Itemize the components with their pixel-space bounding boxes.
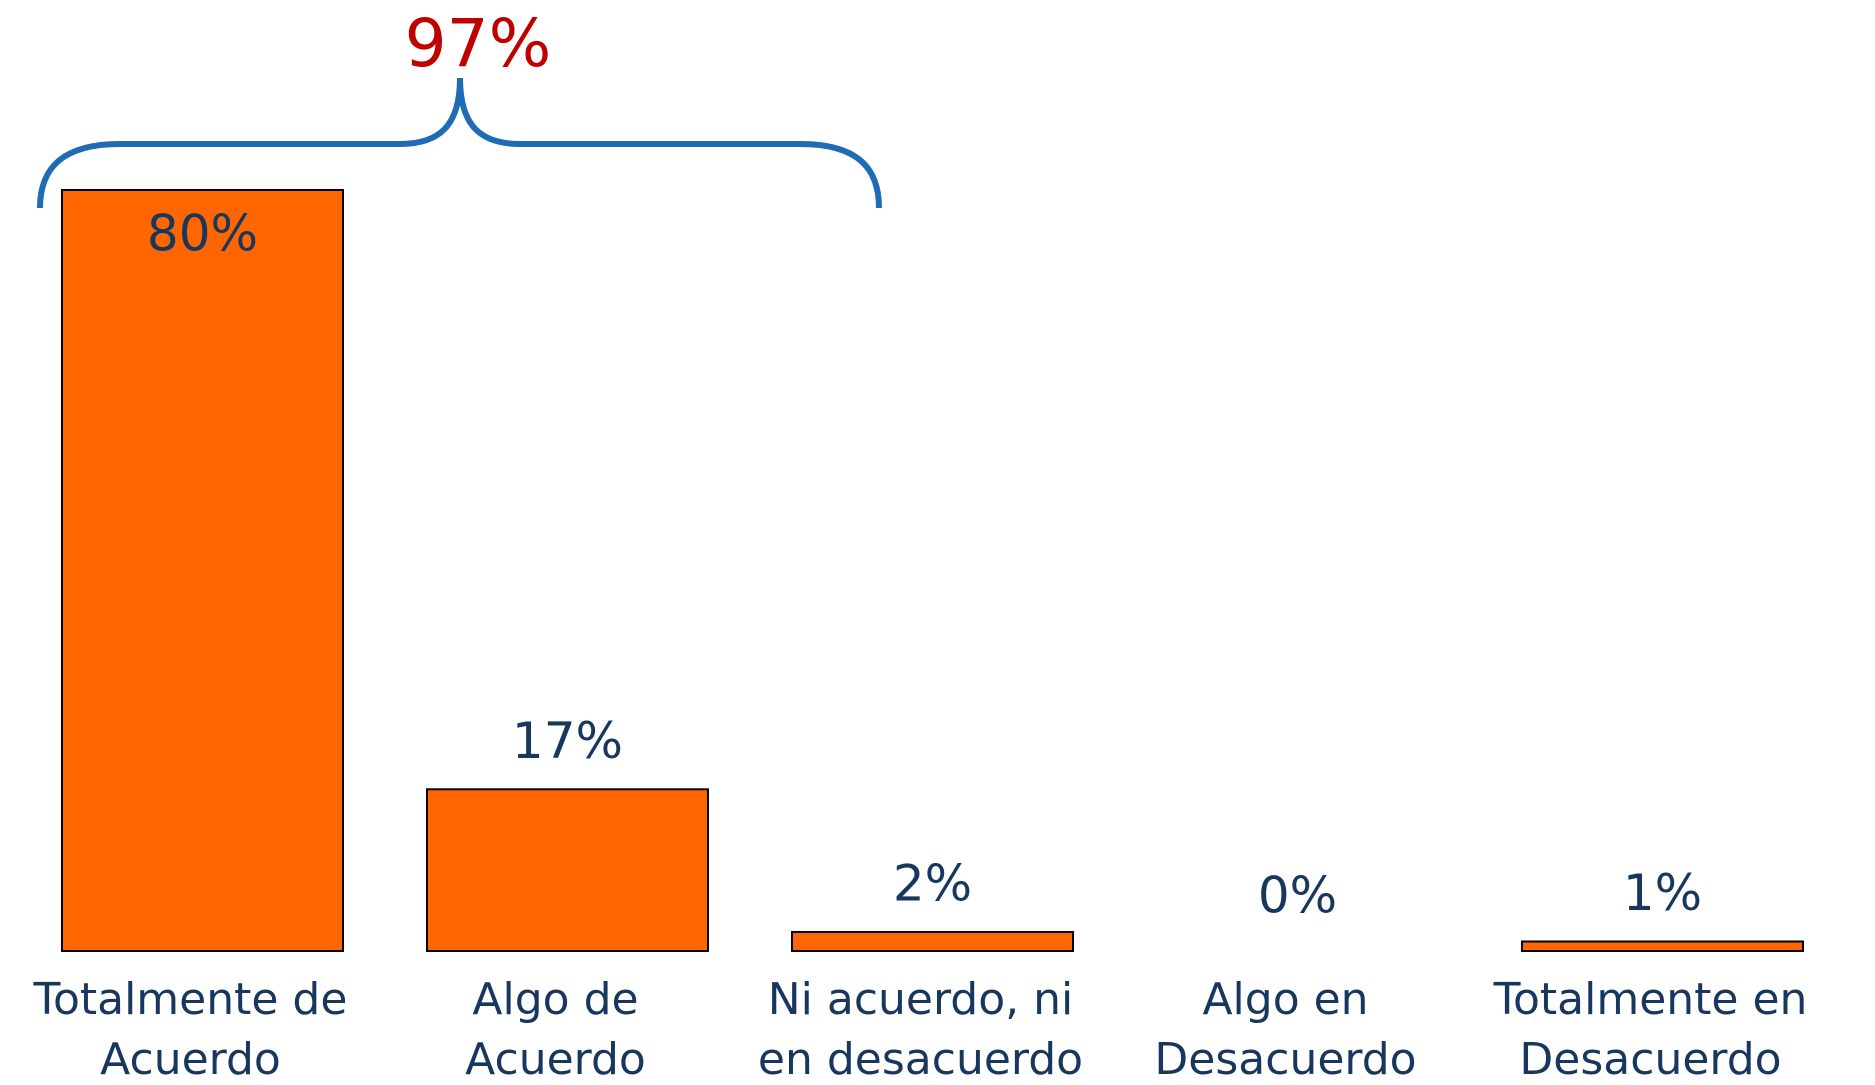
category-label: Totalmente en Desacuerdo (1493, 974, 1808, 1085)
category-label: Ni acuerdo, ni en desacuerdo (757, 974, 1084, 1085)
bar (1521, 940, 1804, 952)
value-label: 0% (1258, 867, 1337, 925)
bar (791, 930, 1074, 952)
value-label: 17% (512, 712, 623, 770)
category-label: Algo de Acuerdo (465, 974, 646, 1085)
category-label: Algo en Desacuerdo (1154, 974, 1417, 1085)
brace (37, 77, 882, 209)
bar (426, 788, 709, 952)
bar (61, 189, 344, 952)
value-label: 80% (147, 205, 258, 263)
value-label: 2% (893, 854, 972, 912)
category-label: Totalmente de Acuerdo (33, 974, 348, 1085)
value-label: 1% (1623, 864, 1702, 922)
total-annotation: 97% (405, 5, 552, 82)
